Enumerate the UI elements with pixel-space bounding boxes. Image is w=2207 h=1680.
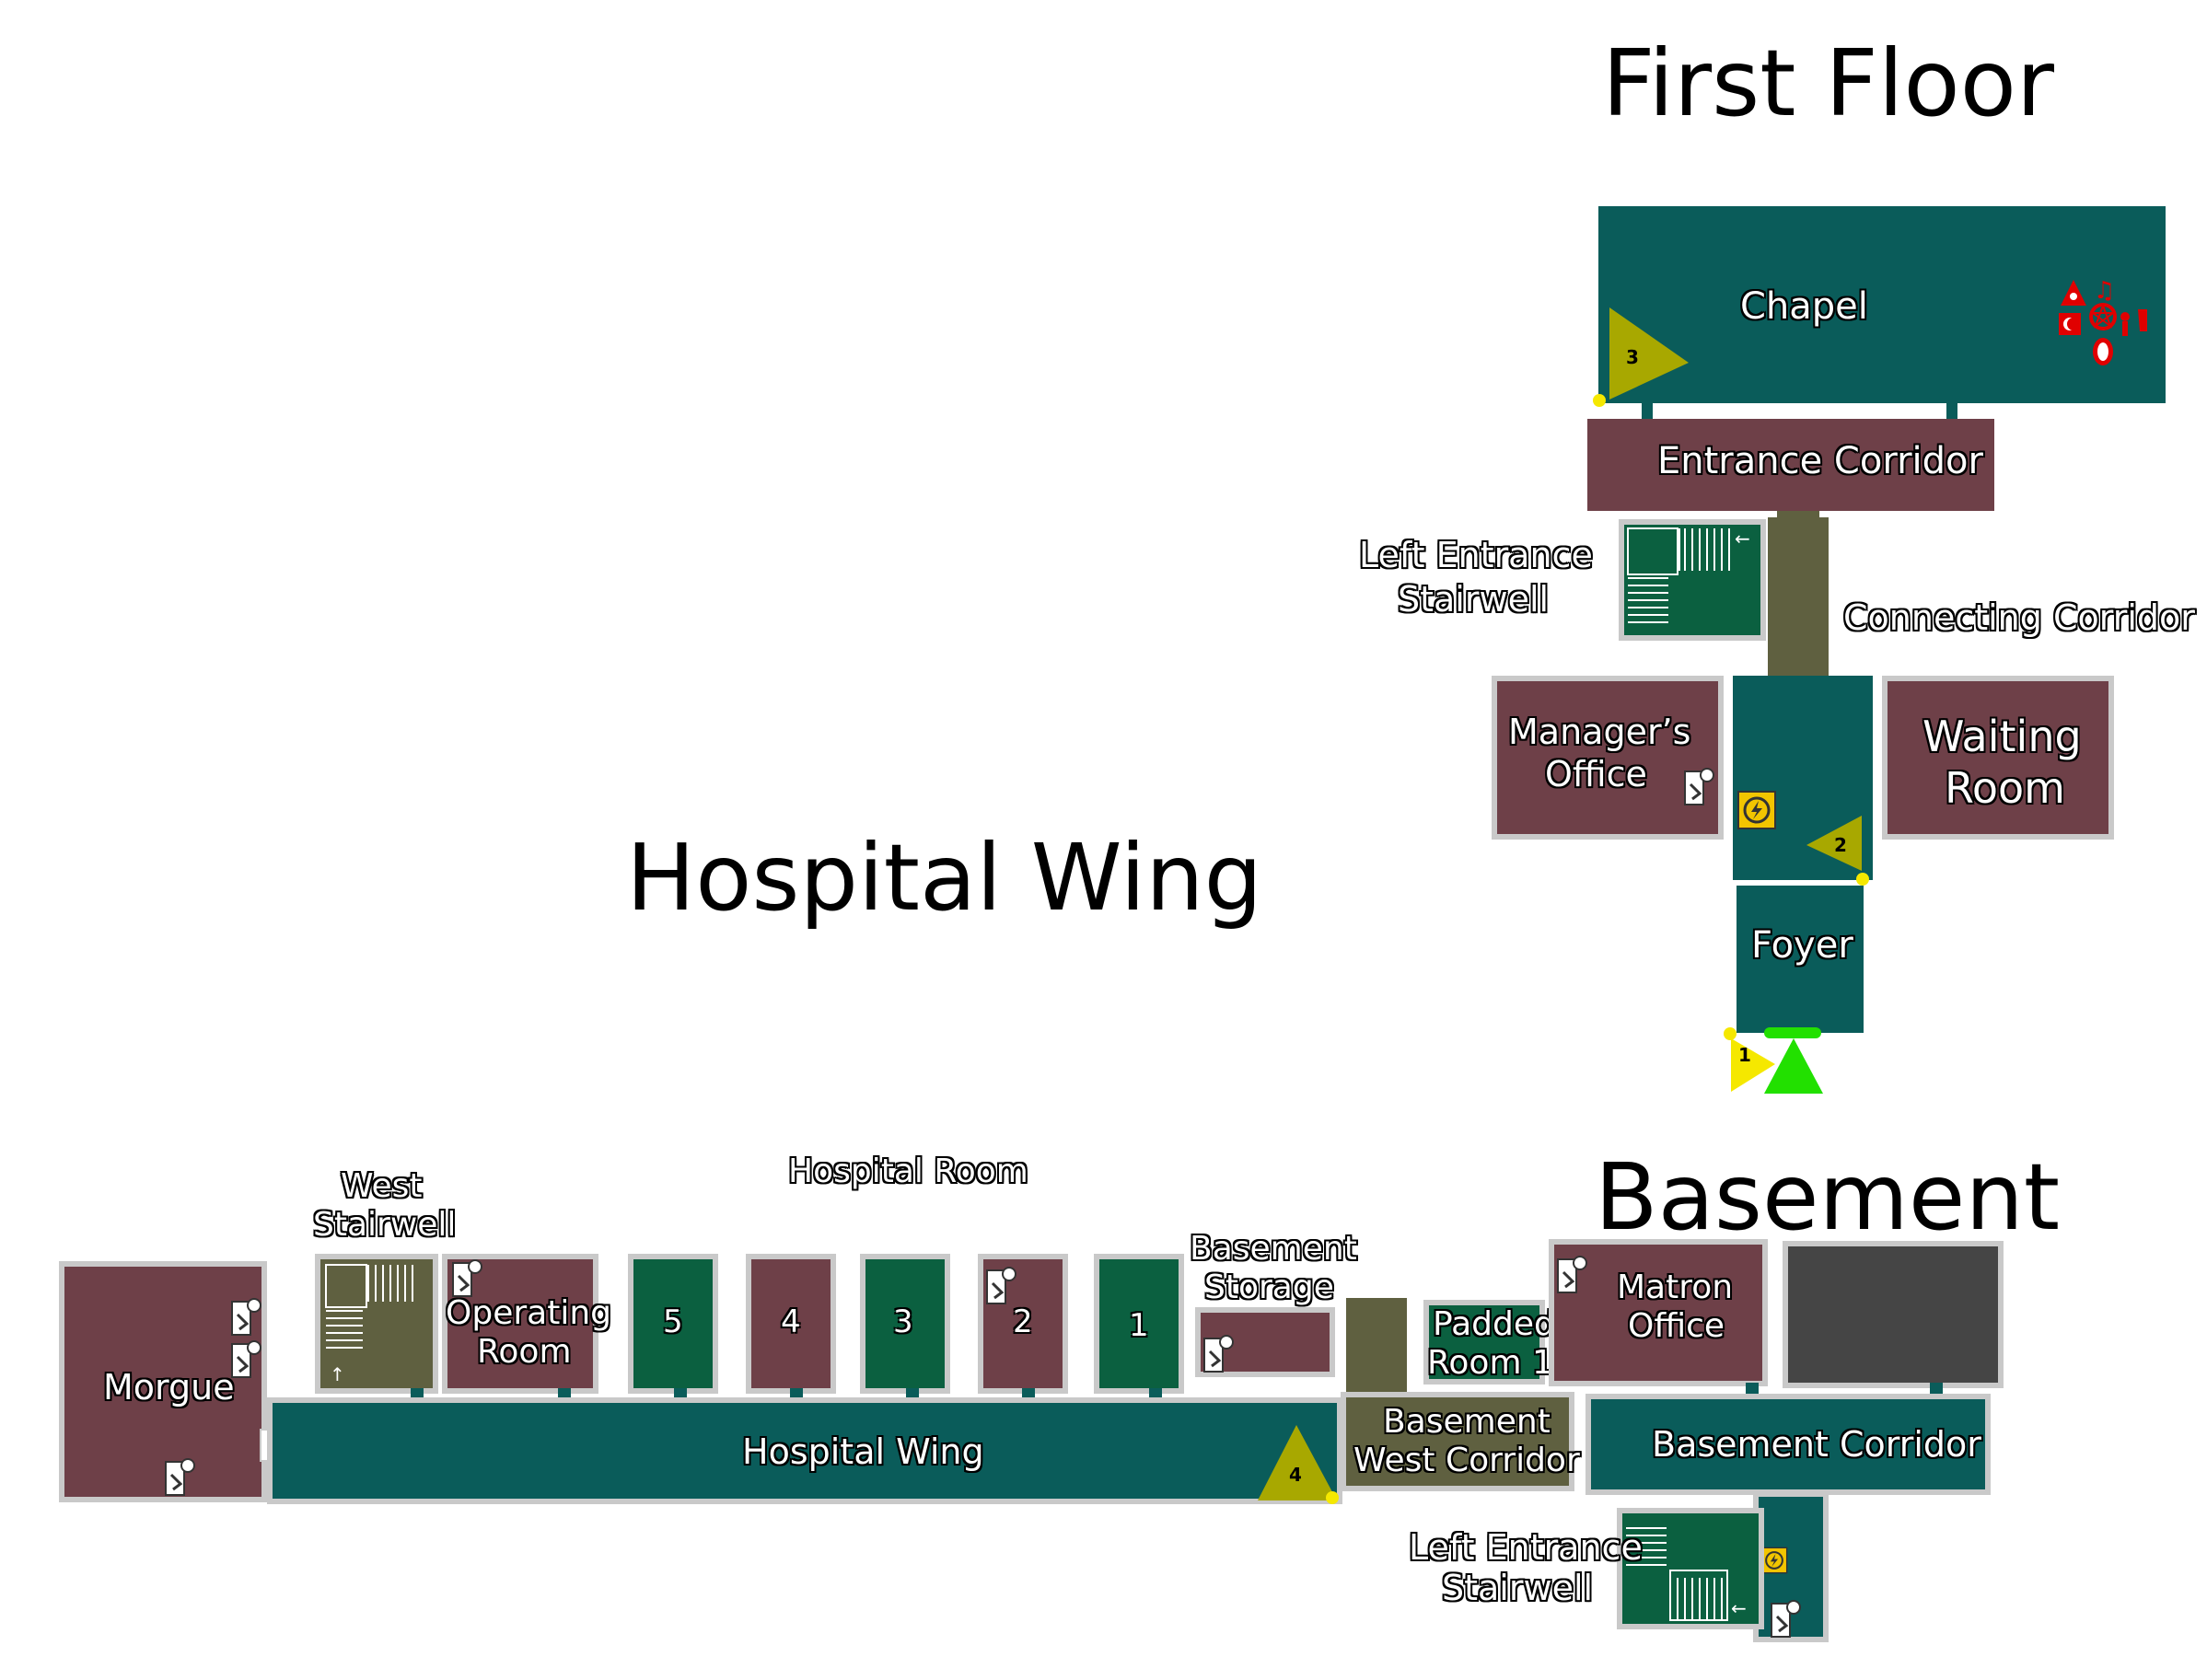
door [1946,401,1957,420]
basement-title: Basement [1595,1143,2061,1251]
hospital-wing-title: Hospital Wing [626,824,1263,932]
basement-west-corridor-label-1: Basement [1383,1403,1551,1441]
room-basement-west-corridor[interactable] [1341,1392,1574,1491]
basement-storage-label-2: Storage [1204,1269,1334,1306]
stairs-icon: ← [1626,1527,1747,1621]
padded-room-label-2: Room 1 [1427,1344,1553,1382]
fuse-box-icon[interactable] [1737,790,1777,830]
marker-2-dot [1856,873,1869,886]
first-floor-title: First Floor [1602,29,2055,137]
hospital-room-1-label: 1 [1129,1307,1149,1344]
room-foyer-lower[interactable] [1737,886,1864,1033]
marker-3-icon[interactable] [1600,307,1692,400]
marker-4-label: 4 [1289,1464,1302,1486]
waiting-room-label-1: Waiting [1922,712,2082,761]
room-basement-west-corridor-top[interactable] [1346,1298,1407,1399]
hiding-spot-icon[interactable] [985,1265,1018,1305]
marker-4-icon[interactable] [1256,1423,1339,1502]
matron-office-label-2: Office [1628,1307,1725,1345]
room-padded-room-1[interactable] [1423,1300,1545,1385]
room-west-stairwell[interactable] [315,1254,438,1394]
room-matron-office[interactable] [1549,1239,1768,1386]
waiting-room-label-2: Room [1945,763,2065,813]
hospital-room-3-label: 3 [893,1303,913,1340]
matron-office-label-1: Matron [1617,1269,1734,1306]
room-managers-office[interactable] [1492,676,1724,840]
hospital-room-5-label: 5 [663,1303,683,1340]
hiding-spot-icon[interactable] [1202,1333,1236,1373]
stairs-icon: ← [1627,527,1750,623]
chapel-label: Chapel [1740,285,1868,328]
room-morgue[interactable] [59,1261,267,1502]
morgue-label: Morgue [103,1367,235,1408]
hospital-room-4[interactable] [746,1254,836,1394]
hiding-spot-icon[interactable] [164,1456,197,1497]
svg-text:←: ← [1735,527,1750,550]
fuse-box-icon[interactable] [1760,1547,1788,1574]
left-entrance-stairwell-lower-label-2: Stairwell [1442,1568,1594,1608]
room-unlabeled-dark[interactable] [1783,1241,2004,1388]
svg-text:←: ← [1731,1597,1747,1619]
marker-3-label: 3 [1626,346,1639,368]
left-entrance-stairwell-label-2: Stairwell [1398,579,1550,620]
svg-text:↑: ↑ [330,1363,345,1385]
hospital-room-header: Hospital Room [788,1153,1028,1190]
marker-2-label: 2 [1834,834,1847,856]
managers-office-label-1: Manager’s [1508,712,1691,752]
left-entrance-stairwell-lower-label-1: Left Entrance [1409,1527,1643,1568]
room-entrance-corridor[interactable] [1587,419,1994,511]
ritual-items-icon[interactable]: ♫ [2055,272,2156,374]
connecting-corridor-label: Connecting Corridor [1843,597,2195,638]
left-entrance-stairwell-label-1: Left Entrance [1359,535,1593,575]
hiding-spot-icon[interactable] [451,1257,484,1298]
hiding-spot-icon[interactable] [1683,766,1716,806]
entrance-icon[interactable] [1760,1027,1827,1095]
hiding-spot-icon[interactable] [1770,1598,1803,1639]
basement-west-corridor-label-2: West Corridor [1353,1442,1580,1479]
basement-corridor-label: Basement Corridor [1652,1424,1981,1465]
hiding-spot-icon[interactable] [230,1338,263,1379]
marker-2-icon[interactable] [1803,812,1867,876]
hospital-wing-corridor-label: Hospital Wing [742,1431,984,1472]
svg-text:♫: ♫ [2094,277,2115,305]
managers-office-label-2: Office [1545,754,1647,794]
hospital-room-1[interactable] [1094,1254,1184,1394]
hiding-spot-icon[interactable] [230,1296,263,1337]
marker-1-icon[interactable] [1727,1037,1779,1094]
connecting-corridor-door [1777,511,1819,522]
stairs-icon: ↑ [325,1264,413,1385]
room-basement-corridor[interactable] [1586,1394,1991,1495]
room-hospital-wing-corridor[interactable] [267,1397,1342,1504]
west-stairwell-label-2: Stairwell [313,1206,457,1244]
room-operating-room[interactable] [442,1254,598,1394]
hiding-spot-icon[interactable] [1556,1254,1589,1294]
hospital-room-5[interactable] [628,1254,718,1394]
entrance-corridor-label: Entrance Corridor [1657,440,1983,482]
hospital-room-3[interactable] [860,1254,950,1394]
foyer-label: Foyer [1751,924,1853,967]
operating-room-label-2: Room [477,1333,572,1371]
marker-3-dot [1593,394,1606,407]
door [1642,401,1653,420]
room-connecting-corridor[interactable] [1768,517,1829,676]
marker-1-dot [1724,1027,1737,1040]
marker-4-dot [1326,1491,1339,1504]
basement-storage-label-1: Basement [1190,1230,1357,1268]
hospital-room-4-label: 4 [781,1303,801,1340]
padded-room-label-1: Padded [1433,1305,1555,1343]
west-stairwell-label-1: West [341,1167,423,1205]
hospital-room-2-label: 2 [1013,1303,1033,1340]
operating-room-label-1: Operating [446,1294,611,1332]
room-waiting-room[interactable] [1882,676,2114,840]
marker-1-label: 1 [1738,1044,1751,1066]
